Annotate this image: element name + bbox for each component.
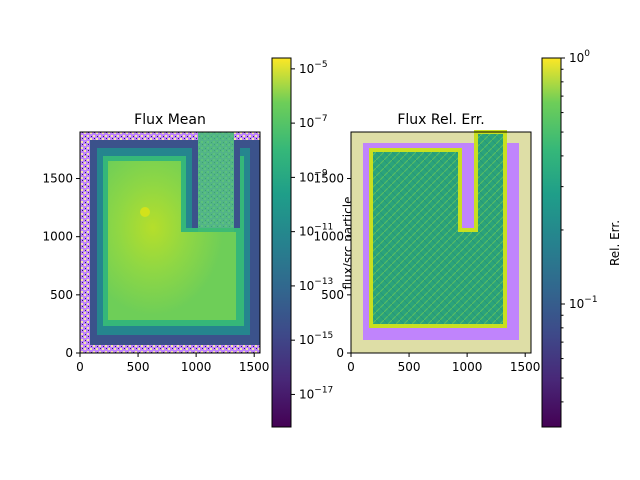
flux-relerr-tally-region [371,132,505,326]
flux-mean-y-tick-label: 1000 [42,230,73,244]
flux-mean-x-tick-label: 500 [127,360,150,374]
flux-relerr-x-tick-label: 500 [398,360,421,374]
flux-mean-source-point [140,207,150,217]
flux-mean-colorbar-tick-label: 10−7 [299,114,328,130]
flux-relerr-title: Flux Rel. Err. [397,112,484,128]
flux-mean-colorbar-tick-label: 10−17 [299,385,333,401]
flux-mean-x-tick-label: 0 [76,360,84,374]
flux-relerr-y-tick-label: 0 [336,346,344,360]
flux-mean-x-tick-label: 1500 [239,360,270,374]
flux-relerr-colorbar-ticks: 100 10−1 [561,49,598,402]
flux-mean-colorbar-tick-label: 10−15 [299,331,333,347]
flux-mean-colorbar [272,58,291,427]
flux-relerr-y-tick-label: 1000 [313,230,344,244]
flux-mean-y-tick-label: 0 [65,346,73,360]
flux-relerr-colorbar-tick-label: 10−1 [569,295,598,311]
flux-relerr-x-tick-label: 0 [347,360,355,374]
flux-relerr-image [351,132,531,353]
flux-mean-image [80,132,260,353]
flux-mean-y-tick-label: 500 [50,288,73,302]
flux-relerr-colorbar-label: Rel. Err. [608,220,622,266]
flux-relerr-x-tick-label: 1500 [510,360,541,374]
flux-mean-title: Flux Mean [134,112,206,128]
flux-mean-channel [198,132,234,232]
flux-mean-panel: Flux Mean 0 500 1000 1500 0 500 1000 1500 10−5 1… [42,58,355,427]
flux-mean-y-tick-label: 1500 [42,172,73,186]
flux-relerr-colorbar [542,58,561,427]
flux-mean-x-tick-label: 1000 [181,360,212,374]
flux-relerr-x-tick-label: 1000 [452,360,483,374]
flux-relerr-y-tick-label: 500 [321,288,344,302]
flux-mean-colorbar-tick-label: 10−5 [299,60,328,76]
flux-relerr-panel: Flux Rel. Err. 0 500 1000 1500050010001500 … [313,49,622,427]
flux-relerr-y-tick-label: 1500 [313,172,344,186]
flux-relerr-colorbar-tick-label: 100 [569,49,590,65]
